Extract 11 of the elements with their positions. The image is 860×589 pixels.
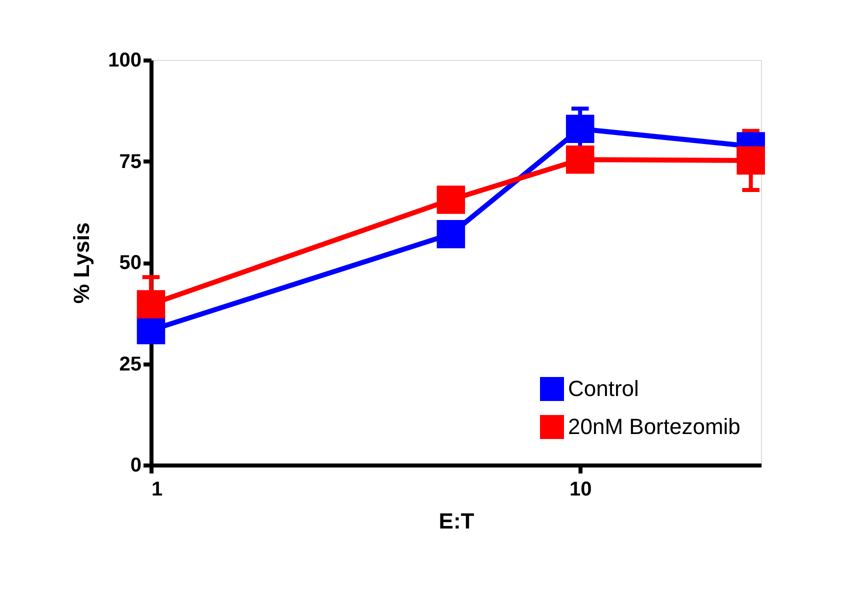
y-tick-label: 100 [108,50,142,72]
y-tick-label: 25 [119,353,142,376]
x-tick-label: 1 [152,478,163,500]
x-axis-title: E:T [438,508,475,534]
y-tick-label: 50 [119,252,142,274]
legend-label: 20nM Bortezomib [568,414,740,439]
legend-label: Control [568,376,639,401]
x-tick-label: 10 [569,478,592,500]
y-tick-label: 0 [130,454,142,476]
y-tick-label: 75 [119,150,142,173]
y-axis-title: % Lysis [69,222,94,304]
